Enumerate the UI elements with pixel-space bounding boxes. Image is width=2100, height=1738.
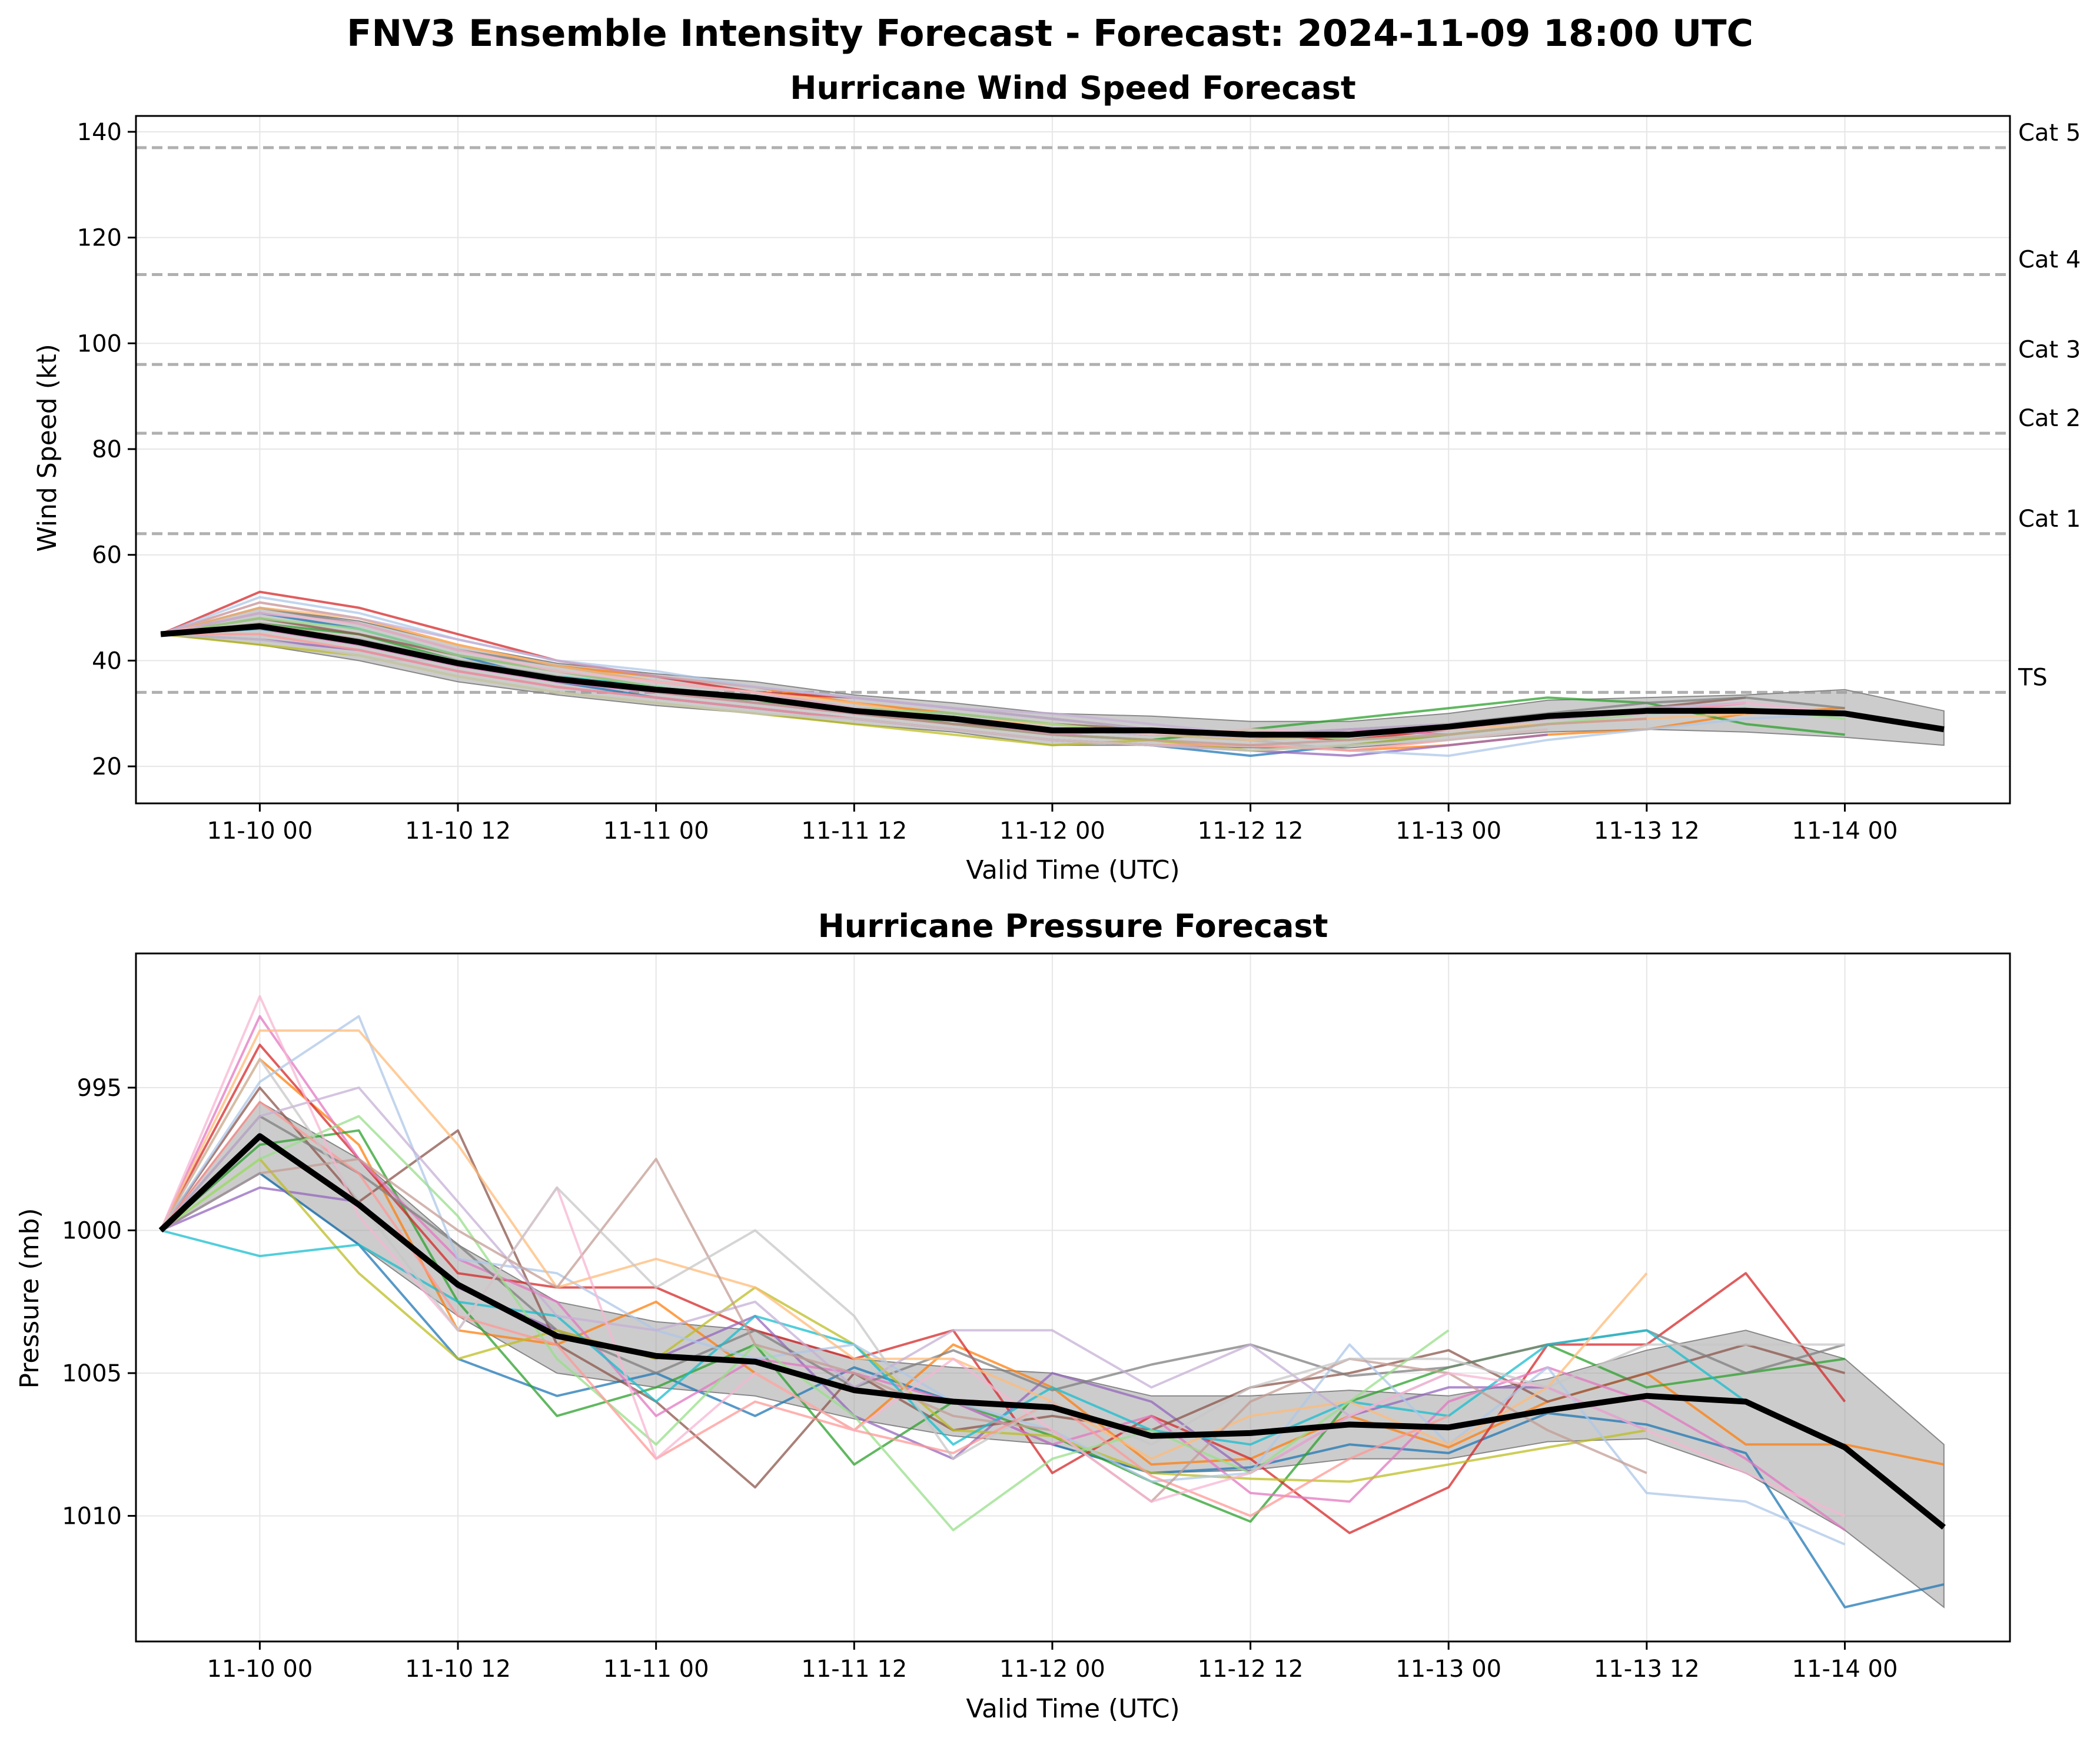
threshold-label: Cat 5 <box>2018 119 2081 147</box>
y-tick-label: 1005 <box>62 1360 122 1387</box>
y-tick-label: 1000 <box>62 1218 122 1245</box>
x-tick-label: 11-13 00 <box>1395 818 1501 845</box>
pressure-chart-title: Hurricane Pressure Forecast <box>818 908 1328 945</box>
threshold-label: TS <box>2018 664 2048 691</box>
x-tick-label: 11-12 12 <box>1198 818 1304 845</box>
x-tick-label: 11-10 12 <box>405 818 511 845</box>
threshold-label: Cat 4 <box>2018 247 2081 274</box>
pressure-y-axis-label: Pressure (mb) <box>15 1208 45 1389</box>
x-tick-label: 11-13 00 <box>1395 1656 1501 1683</box>
x-tick-label: 11-11 00 <box>603 1656 709 1683</box>
y-tick-label: 40 <box>92 647 122 674</box>
y-tick-label: 140 <box>77 119 122 146</box>
threshold-label: Cat 3 <box>2018 336 2081 363</box>
x-tick-label: 11-11 12 <box>801 818 907 845</box>
y-tick-label: 80 <box>92 436 122 463</box>
x-tick-label: 11-14 00 <box>1792 818 1898 845</box>
y-tick-label: 995 <box>77 1075 122 1102</box>
member-line <box>160 1058 1845 1460</box>
x-tick-label: 11-13 12 <box>1594 1656 1700 1683</box>
threshold-label: Cat 2 <box>2018 405 2081 432</box>
wind-chart-title: Hurricane Wind Speed Forecast <box>790 69 1355 107</box>
x-tick-label: 11-14 00 <box>1792 1656 1898 1683</box>
y-tick-label: 120 <box>77 225 122 252</box>
pressure-plot-area: 11-10 00 11-10 12 11-11 00 11-11 12 11-12 00… <box>62 952 2011 1683</box>
x-tick-label: 11-11 00 <box>603 818 709 845</box>
x-tick-label: 11-12 00 <box>999 1656 1105 1683</box>
member-line <box>160 1101 1449 1517</box>
wind-y-axis-label: Wind Speed (kt) <box>32 344 62 552</box>
member-line <box>160 995 1846 1517</box>
plot-frame <box>135 952 2011 1643</box>
member-line <box>160 633 1548 752</box>
member-line <box>160 1115 1450 1531</box>
plot-background <box>136 116 2010 803</box>
plot-background <box>136 953 2010 1641</box>
plot-frame <box>135 115 2011 805</box>
pressure-x-axis-label: Valid Time (UTC) <box>966 1694 1179 1724</box>
x-tick-label: 11-10 00 <box>207 818 313 845</box>
x-tick-label: 11-10 00 <box>207 1656 313 1683</box>
wind-x-axis-label: Valid Time (UTC) <box>966 855 1179 885</box>
threshold-label: Cat 1 <box>2018 506 2081 533</box>
wind-speed-chart: Hurricane Wind Speed Forecast Valid Time… <box>32 69 2081 885</box>
x-tick-label: 11-11 12 <box>801 1656 907 1683</box>
y-tick-label: 60 <box>92 542 122 569</box>
pressure-chart: Hurricane Pressure Forecast Valid Time (… <box>15 908 2011 1724</box>
ensemble-mean-line <box>158 1133 1946 1530</box>
y-tick-label: 100 <box>77 330 122 357</box>
y-tick-label: 20 <box>92 753 122 780</box>
x-tick-label: 11-13 12 <box>1594 818 1700 845</box>
ensemble-mean-line <box>160 623 1945 738</box>
y-tick-label: 1010 <box>62 1503 122 1530</box>
x-tick-label: 11-10 12 <box>405 1656 511 1683</box>
wind-plot-area: Cat 5 Cat 4 Cat 3 Cat 2 Cat 1 TS 11-10 00 11-10… <box>77 115 2081 845</box>
figure-title: FNV3 Ensemble Intensity Forecast - Forec… <box>347 12 1753 55</box>
x-tick-label: 11-12 12 <box>1198 1656 1304 1683</box>
member-line <box>160 1086 1449 1417</box>
x-tick-label: 11-12 00 <box>999 818 1105 845</box>
